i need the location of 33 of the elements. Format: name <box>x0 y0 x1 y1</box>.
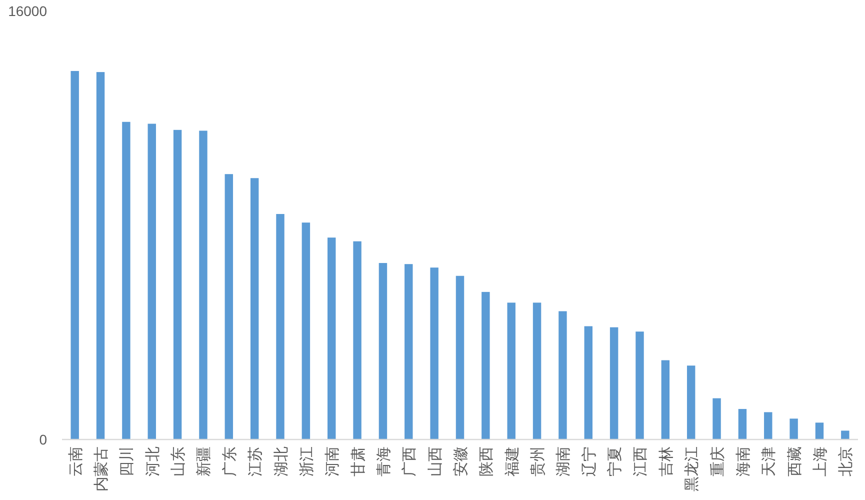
x-tick-label: 贵州 <box>530 446 547 476</box>
x-tick-label: 天津 <box>760 446 778 476</box>
x-tick-label: 西藏 <box>786 446 804 476</box>
x-tick-label: 宁夏 <box>606 446 624 476</box>
x-tick-label: 海南 <box>734 446 752 476</box>
y-tick-label: 16000 <box>8 3 47 19</box>
x-tick-label: 辽宁 <box>580 446 598 476</box>
x-tick-label: 新疆 <box>196 446 213 476</box>
x-tick-label: 北京 <box>838 446 855 476</box>
x-tick-label: 浙江 <box>298 446 316 476</box>
x-tick-label: 陕西 <box>478 446 496 476</box>
x-tick-label: 内蒙古 <box>93 446 110 492</box>
x-tick-label: 广西 <box>401 446 418 476</box>
x-tick-label: 吉林 <box>658 446 675 476</box>
x-tick-label: 重庆 <box>709 446 726 476</box>
x-tick-label: 四川 <box>118 446 136 476</box>
x-tick-label: 青海 <box>375 446 392 476</box>
x-tick-label: 山西 <box>426 446 444 476</box>
x-tick-label: 江西 <box>632 446 650 476</box>
x-tick-label: 福建 <box>504 446 521 476</box>
x-tick-label: 上海 <box>812 446 829 476</box>
x-tick-label: 江苏 <box>247 446 264 476</box>
x-tick-label: 河南 <box>324 446 342 476</box>
x-tick-label: 广东 <box>221 446 238 476</box>
x-tick-label: 安徽 <box>452 446 470 476</box>
y-tick-label: 0 <box>39 432 47 448</box>
x-tick-label: 湖南 <box>555 446 572 476</box>
x-tick-label: 河北 <box>144 446 162 476</box>
x-tick-label: 云南 <box>67 446 84 476</box>
x-tick-label: 黑龙江 <box>684 446 701 492</box>
x-tick-label: 甘肃 <box>350 446 367 476</box>
x-tick-label: 湖北 <box>272 446 290 476</box>
x-tick-label: 山东 <box>170 446 188 476</box>
